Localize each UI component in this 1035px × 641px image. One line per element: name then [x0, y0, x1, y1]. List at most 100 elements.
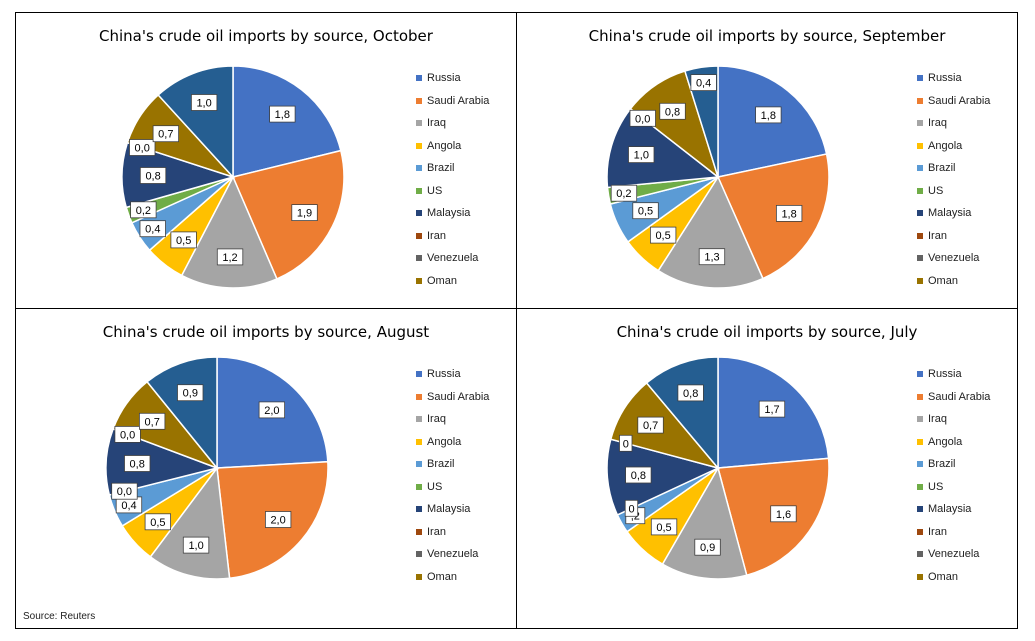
data-label-box — [130, 201, 157, 219]
legend-swatch — [416, 210, 422, 217]
data-label-box — [182, 536, 210, 554]
data-label-box — [758, 400, 786, 418]
data-label-box — [637, 416, 664, 434]
legend-swatch — [416, 483, 422, 490]
data-label: 0,7 — [637, 416, 664, 434]
legend-swatch — [416, 165, 422, 172]
data-label: 1,8 — [775, 204, 803, 222]
data-label: 1,0 — [190, 94, 218, 111]
pie-slice-malaysia — [606, 107, 720, 189]
data-label-box — [624, 499, 639, 517]
legend-swatch — [917, 393, 923, 400]
legend-label: Oman — [427, 274, 457, 287]
legend-item: Russia — [917, 363, 990, 386]
data-label-text: 0,7 — [145, 416, 160, 428]
data-label: 0,4 — [139, 220, 166, 238]
data-label-text: 0,2 — [616, 188, 631, 200]
legend-label: Iraq — [928, 413, 947, 426]
data-label: 0,5 — [650, 518, 678, 536]
pie-chart: 1,71,60,90,5,200,800,70,8 — [606, 356, 830, 580]
legend-swatch — [917, 416, 923, 423]
data-label-box — [111, 482, 138, 500]
data-label: 2,0 — [258, 401, 286, 419]
data-label-box — [690, 74, 717, 91]
legend-item: Iraq — [917, 408, 990, 431]
legend-swatch — [416, 528, 422, 535]
legend-item: Russia — [917, 67, 990, 90]
pie-slice-malaysia — [606, 438, 721, 516]
legend-label: Russia — [427, 368, 461, 381]
legend-swatch — [917, 255, 923, 262]
data-label: 1,6 — [770, 505, 797, 523]
data-label: 1,8 — [269, 105, 296, 123]
data-label-box — [177, 384, 204, 402]
data-label-text: 0,9 — [700, 542, 715, 554]
data-label-text: 0,0 — [135, 143, 150, 155]
legend-swatch — [416, 416, 422, 423]
pie-slice-iraq — [180, 175, 278, 289]
legend-label: Saudi Arabia — [427, 94, 490, 107]
legend-swatch — [416, 277, 422, 284]
data-label-text: 0,2 — [136, 205, 151, 217]
legend-label: Angola — [427, 435, 462, 448]
pie-slice-iraq — [661, 466, 748, 580]
data-label-text: 1,7 — [764, 404, 779, 416]
legend-item: Oman — [416, 270, 489, 293]
legend-label: Iran — [427, 525, 446, 538]
data-label-box — [139, 412, 166, 430]
legend-item: Angola — [917, 431, 990, 454]
legend-item: Malaysia — [917, 498, 990, 521]
data-label-box — [775, 204, 803, 222]
pie-chart: 1,8 1,8 1,3 0,50,5 0,2 1,0 0,0 0,8 0,4 — [606, 65, 830, 289]
data-label-text: 1,3 — [704, 252, 719, 264]
chart-legend: Russia Saudi Arabia Iraq Angola Brazil US Mala… — [917, 67, 990, 292]
legend-item: US — [917, 180, 990, 203]
data-label: 0,5 — [170, 231, 197, 249]
data-label-box — [610, 184, 638, 202]
legend-swatch — [917, 120, 923, 127]
data-label-text: 0,4 — [145, 224, 160, 236]
data-label: 0,0 — [129, 139, 156, 156]
legend-swatch — [917, 438, 923, 445]
data-label-text: 0,9 — [183, 388, 198, 400]
data-label: 0,9 — [694, 538, 721, 556]
legend-label: Oman — [427, 570, 457, 583]
pie-slice-other — [157, 65, 234, 179]
data-label: 0,0 — [111, 482, 138, 500]
data-label: 0,0 — [114, 426, 141, 443]
legend-label: Oman — [928, 570, 958, 583]
legend-label: US — [427, 184, 443, 197]
legend-label: Russia — [427, 72, 461, 85]
data-label: 1,0 — [628, 146, 655, 164]
data-label-box — [677, 384, 704, 402]
legend-label: Venezuela — [928, 252, 980, 265]
data-label-text: 0,5 — [176, 235, 191, 247]
chart-title: China's crude oil imports by source, Sep… — [588, 27, 946, 45]
legend-label: Angola — [928, 435, 963, 448]
legend-item: Oman — [917, 270, 990, 293]
data-label: 0,5 — [632, 202, 659, 220]
data-label-box — [139, 167, 167, 184]
legend-label: Iraq — [928, 117, 947, 130]
data-label: 0,8 — [625, 466, 652, 484]
data-label-text: 1,8 — [761, 110, 776, 122]
legend-swatch — [917, 277, 923, 284]
data-label-box — [628, 146, 655, 164]
legend-item: Venezuela — [917, 543, 990, 566]
legend-swatch — [416, 232, 422, 239]
data-label-box — [170, 231, 197, 249]
chart-title: China's crude oil imports by source, Aug… — [102, 323, 430, 341]
chart-panel-october: China's crude oil imports by source, Oct… — [15, 12, 517, 309]
legend-swatch — [917, 210, 923, 217]
data-label-box — [264, 511, 292, 528]
data-label-box — [632, 202, 659, 220]
legend-label: US — [427, 480, 443, 493]
pie-slice-saudi-arabia — [716, 153, 830, 280]
legend-item: Saudi Arabia — [416, 386, 489, 409]
data-label: 1,7 — [758, 400, 786, 418]
legend-item: Angola — [416, 431, 489, 454]
legend-item: Russia — [416, 67, 489, 90]
legend-label: Oman — [928, 274, 958, 287]
legend-label: Iran — [427, 229, 446, 242]
legend-item: Malaysia — [416, 202, 489, 225]
